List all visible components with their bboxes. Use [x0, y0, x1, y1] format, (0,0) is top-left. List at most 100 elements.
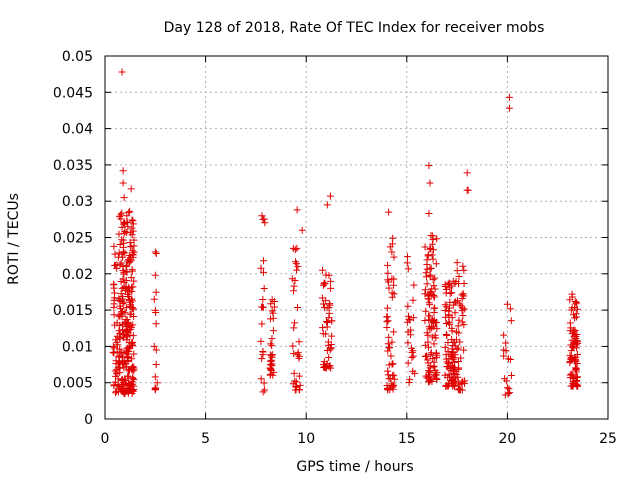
data-point [119, 354, 127, 362]
data-point [121, 320, 129, 328]
data-point [411, 369, 419, 377]
data-point [573, 350, 581, 358]
data-point [384, 347, 392, 355]
data-point [326, 300, 334, 308]
data-point [429, 355, 437, 363]
data-point [430, 323, 438, 331]
chart-title: Day 128 of 2018, Rate Of TEC Index for r… [164, 20, 545, 36]
data-point [269, 327, 277, 335]
data-point [323, 323, 331, 331]
data-point [571, 314, 579, 322]
data-point [427, 349, 435, 357]
data-point [111, 261, 119, 269]
data-point [463, 186, 471, 194]
data-point [119, 220, 127, 228]
data-point [110, 284, 118, 292]
data-point [128, 216, 136, 224]
data-point [112, 336, 120, 344]
data-point [128, 287, 136, 295]
y-axis-label: ROTI / TECUs [6, 193, 22, 285]
data-point [119, 377, 127, 385]
data-point [118, 285, 126, 293]
data-point [506, 389, 514, 397]
data-point [293, 266, 301, 274]
data-point [404, 253, 412, 261]
data-point [507, 371, 515, 379]
data-point [129, 227, 137, 235]
data-point [442, 289, 450, 297]
data-point [126, 310, 134, 318]
data-point [326, 192, 334, 200]
data-point [460, 346, 468, 354]
data-point [422, 307, 430, 315]
data-point [425, 210, 433, 218]
data-point [125, 381, 133, 389]
data-point [410, 314, 418, 322]
data-point [109, 348, 117, 356]
data-point [257, 337, 265, 345]
data-point [128, 266, 136, 274]
data-point [445, 279, 453, 287]
data-point [404, 359, 412, 367]
data-point [454, 358, 462, 366]
data-point [567, 306, 575, 314]
data-point [110, 382, 118, 390]
data-point [320, 280, 328, 288]
data-point [295, 338, 303, 346]
data-point [130, 312, 138, 320]
data-point [572, 365, 580, 373]
data-point [388, 275, 396, 283]
data-point [266, 371, 274, 379]
data-point [427, 350, 435, 358]
data-point [118, 236, 126, 244]
data-point [431, 274, 439, 282]
data-point [130, 364, 138, 372]
data-point [453, 259, 461, 267]
y-tick-label: 0 [84, 412, 93, 428]
y-tick-label: 0.01 [62, 339, 93, 355]
data-point [259, 295, 267, 303]
data-point [121, 227, 129, 235]
data-point [388, 383, 396, 391]
data-point [424, 252, 432, 260]
data-point [426, 272, 434, 280]
data-point [325, 353, 333, 361]
data-point [128, 342, 136, 350]
data-point [446, 320, 454, 328]
data-point [116, 335, 124, 343]
data-point [421, 286, 429, 294]
data-point [449, 349, 457, 357]
data-point [152, 346, 160, 354]
data-point [459, 262, 467, 270]
data-point [114, 380, 122, 388]
data-point [290, 287, 298, 295]
data-point [385, 208, 393, 216]
data-point [130, 350, 138, 358]
data-point [152, 288, 160, 296]
data-point [403, 259, 411, 267]
data-point [428, 333, 436, 341]
data-point [126, 207, 134, 215]
data-point [122, 268, 130, 276]
data-point [322, 330, 330, 338]
data-point [423, 256, 431, 264]
data-point [441, 306, 449, 314]
data-point [444, 280, 452, 288]
data-point [430, 373, 438, 381]
data-point [291, 277, 299, 285]
data-point [122, 304, 130, 312]
data-point [422, 269, 430, 277]
data-point [151, 271, 159, 279]
data-point [124, 329, 132, 337]
data-point [327, 284, 335, 292]
data-point [319, 266, 327, 274]
data-point [567, 370, 575, 378]
data-point [455, 381, 463, 389]
data-point [119, 179, 127, 187]
data-point [127, 243, 135, 251]
data-point [121, 358, 129, 366]
data-point [450, 363, 458, 371]
data-point [424, 356, 432, 364]
data-point [261, 219, 269, 227]
data-point [572, 300, 580, 308]
